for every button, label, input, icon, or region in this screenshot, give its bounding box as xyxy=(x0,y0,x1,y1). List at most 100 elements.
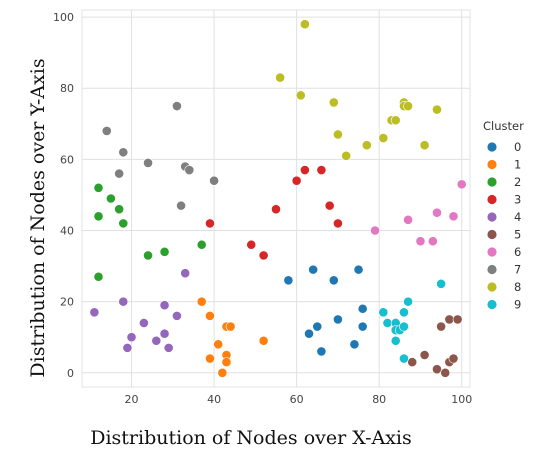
cluster-7-point xyxy=(118,147,129,158)
cluster-1-point xyxy=(258,335,269,346)
x-tick-label: 40 xyxy=(207,393,221,406)
legend-marker-7 xyxy=(487,264,497,275)
cluster-6-point xyxy=(456,179,467,190)
cluster-1-point xyxy=(213,339,224,350)
cluster-8-point xyxy=(328,97,339,108)
cluster-2-point xyxy=(105,193,116,204)
legend-label-3: 3 xyxy=(514,193,521,207)
y-tick-label: 100 xyxy=(53,11,74,24)
cluster-8-point xyxy=(333,129,343,140)
y-tick-label: 60 xyxy=(60,153,74,166)
cluster-3-point xyxy=(324,200,335,211)
cluster-5-point xyxy=(452,314,463,325)
cluster-3-point xyxy=(299,165,310,175)
cluster-1-point xyxy=(205,353,215,364)
cluster-4-point xyxy=(180,268,191,279)
legend-label-5: 5 xyxy=(514,228,521,242)
cluster-6-point xyxy=(432,207,442,218)
x-tick-label: 20 xyxy=(125,393,139,406)
cluster-9-point xyxy=(390,335,401,346)
cluster-5-point xyxy=(448,353,459,364)
cluster-2-point xyxy=(114,204,125,215)
legend-label-2: 2 xyxy=(514,175,521,189)
x-tick-label: 80 xyxy=(372,393,386,406)
legend-marker-6 xyxy=(487,247,497,257)
cluster-3-point xyxy=(246,239,257,250)
y-tick-label: 0 xyxy=(67,367,74,380)
cluster-7-point xyxy=(184,165,195,175)
x-axis-title: Distribution of Nodes over X-Axis xyxy=(90,427,412,449)
cluster-4-point xyxy=(151,335,162,346)
data-points xyxy=(89,19,467,378)
cluster-0-point xyxy=(353,264,364,275)
plot-frame xyxy=(81,9,471,388)
cluster-6-point xyxy=(415,236,426,247)
cluster-2-point xyxy=(159,246,170,257)
cluster-2-point xyxy=(118,218,129,229)
cluster-0-point xyxy=(357,321,368,332)
cluster-1-point xyxy=(221,357,232,368)
cluster-2-point xyxy=(93,271,104,282)
legend-label-8: 8 xyxy=(514,280,521,294)
cluster-8-point xyxy=(390,115,401,126)
cluster-0-point xyxy=(308,264,319,275)
cluster-3-point xyxy=(333,218,343,229)
cluster-4-point xyxy=(89,307,100,318)
cluster-6-point xyxy=(448,211,459,222)
cluster-2-point xyxy=(93,211,104,222)
cluster-7-point xyxy=(172,101,182,111)
cluster-1-point xyxy=(225,321,236,332)
cluster-2-point xyxy=(196,239,207,250)
y-axis-title: Distribution of Nodes over Y-Axis xyxy=(27,58,49,377)
cluster-3-point xyxy=(316,165,327,175)
cluster-8-point xyxy=(419,140,430,151)
cluster-8-point xyxy=(295,90,306,101)
y-tick-label: 80 xyxy=(60,82,74,95)
cluster-9-point xyxy=(399,353,409,364)
cluster-1-point xyxy=(217,367,228,378)
legend-title: Cluster xyxy=(483,119,524,133)
cluster-0-point xyxy=(283,275,294,286)
cluster-9-point xyxy=(399,307,409,318)
legend-label-1: 1 xyxy=(514,158,521,172)
cluster-9-point xyxy=(378,307,389,318)
cluster-5-point xyxy=(440,367,451,378)
cluster-8-point xyxy=(299,19,310,30)
cluster-0-point xyxy=(312,321,323,332)
legend-marker-5 xyxy=(487,229,497,240)
cluster-5-point xyxy=(436,321,447,332)
cluster-8-point xyxy=(403,101,413,111)
cluster-4-point xyxy=(159,300,170,311)
cluster-2-point xyxy=(143,250,153,261)
cluster-4-point xyxy=(172,310,182,321)
cluster-1-point xyxy=(196,296,207,307)
cluster-5-point xyxy=(432,364,442,375)
cluster-6-point xyxy=(370,225,380,236)
legend-marker-2 xyxy=(487,177,497,187)
legend-label-6: 6 xyxy=(514,245,521,259)
x-tick-label: 100 xyxy=(451,393,472,406)
plot-area xyxy=(81,9,471,388)
cluster-3-point xyxy=(205,218,215,229)
cluster-9-point xyxy=(382,318,393,328)
cluster-4-point xyxy=(122,342,133,353)
cluster-3-point xyxy=(258,250,269,261)
cluster-4-point xyxy=(118,296,129,307)
cluster-5-point xyxy=(407,357,418,368)
legend-label-4: 4 xyxy=(514,210,521,224)
cluster-8-point xyxy=(361,140,372,151)
cluster-3-point xyxy=(271,204,281,215)
cluster-7-point xyxy=(143,158,153,168)
cluster-9-point xyxy=(436,278,447,289)
cluster-2-point xyxy=(93,182,104,193)
legend-marker-1 xyxy=(487,159,497,170)
cluster-6-point xyxy=(403,214,413,225)
cluster-5-point xyxy=(444,314,455,325)
cluster-0-point xyxy=(316,346,327,357)
cluster-0-point xyxy=(349,339,360,350)
cluster-8-point xyxy=(432,104,442,115)
tick-labels: 20 40 60 80 100 0 20 40 60 80 100 xyxy=(53,11,472,406)
x-tick-label: 60 xyxy=(290,393,304,406)
